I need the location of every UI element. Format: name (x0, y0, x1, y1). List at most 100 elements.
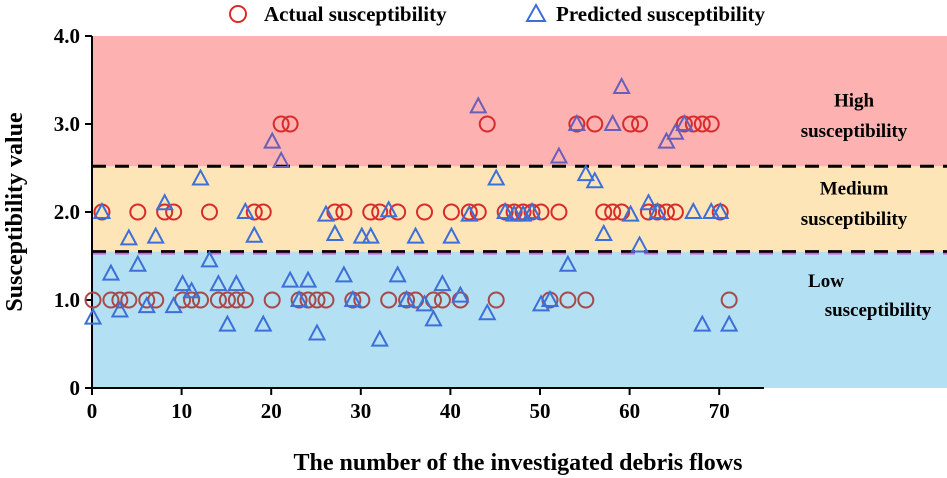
actual-point (559, 291, 577, 309)
predicted-point (495, 201, 515, 219)
actual-point (550, 203, 568, 221)
predicted-point (361, 226, 380, 244)
predicted-point (424, 309, 443, 327)
actual-point (209, 291, 227, 309)
high-zone-label-line1: High (834, 90, 875, 111)
y-tick-label: 4.0 (54, 24, 80, 48)
predicted-point (415, 294, 434, 312)
actual-point (505, 203, 523, 221)
medium-zone-label-line1: Medium (820, 178, 889, 199)
actual-point (631, 115, 649, 133)
predicted-point (478, 303, 497, 321)
data-points (83, 76, 739, 347)
predicted-point (442, 226, 461, 244)
actual-point (514, 203, 532, 221)
actual-point (120, 291, 138, 309)
actual-point (416, 203, 434, 221)
low-susceptibility-zone (92, 251, 947, 388)
predicted-point (460, 204, 479, 222)
actual-point (102, 291, 120, 309)
predicted-point (83, 307, 103, 325)
predicted-point (522, 201, 542, 219)
actual-point (532, 203, 550, 221)
predicted-point (585, 171, 604, 189)
legend-triangle-marker-icon (525, 2, 547, 22)
legend: Actual susceptibility Predicted suscepti… (229, 2, 766, 26)
predicted-point (218, 314, 237, 332)
predicted-point (92, 201, 112, 219)
predicted-point (119, 228, 139, 246)
y-axis-title: Susceptibility value (2, 112, 28, 312)
predicted-point (558, 254, 578, 272)
predicted-point (182, 281, 201, 299)
actual-point (299, 291, 317, 309)
predicted-point (137, 296, 156, 314)
predicted-point (648, 201, 667, 219)
legend-label-predicted: Predicted susceptibility (556, 2, 766, 26)
predicted-point (191, 168, 210, 186)
predicted-point (164, 296, 183, 314)
predicted-point (155, 193, 174, 211)
actual-point (200, 203, 218, 221)
predicted-point (128, 254, 147, 272)
actual-point (380, 291, 398, 309)
y-tick-label: 1.0 (54, 288, 80, 312)
predicted-point (334, 265, 354, 283)
actual-point (586, 115, 604, 133)
actual-point (693, 115, 711, 133)
predicted-point (263, 131, 282, 149)
actual-point (577, 291, 595, 309)
predicted-point (666, 122, 685, 140)
actual-point (129, 203, 147, 221)
predicted-point (675, 113, 694, 131)
low-zone-label-line2: susceptibility (825, 300, 932, 321)
predicted-point (719, 314, 739, 332)
x-axis-ticks: 0 10 20 30 40 50 60 70 (87, 388, 730, 423)
predicted-point (504, 204, 524, 222)
actual-point (263, 291, 281, 309)
predicted-point (567, 113, 587, 131)
actual-point (657, 203, 675, 221)
predicted-point (110, 300, 130, 318)
y-tick-label: 0 (70, 376, 81, 400)
predicted-point (693, 314, 712, 332)
x-tick-label: 10 (171, 399, 192, 423)
actual-point (281, 115, 299, 133)
actual-point (371, 203, 389, 221)
actual-point (720, 291, 738, 309)
predicted-point (612, 76, 631, 95)
legend-circle-marker-icon (229, 5, 247, 23)
actual-point (487, 291, 505, 309)
actual-point (442, 203, 460, 221)
predicted-point (621, 204, 640, 222)
high-susceptibility-zone (92, 36, 947, 167)
actual-point (666, 203, 684, 221)
actual-point (353, 291, 371, 309)
actual-point (218, 291, 236, 309)
predicted-point (684, 201, 703, 219)
low-zone-label-line1: Low (808, 271, 844, 292)
actual-point (254, 203, 272, 221)
predicted-point (352, 226, 371, 244)
actual-point (640, 203, 658, 221)
predicted-point (397, 289, 416, 307)
x-tick-label: 50 (530, 399, 551, 423)
y-axis-ticks: 0 1.0 2.0 3.0 4.0 (54, 24, 92, 400)
x-axis-title: The number of the investigated debris fl… (294, 450, 743, 476)
predicted-point (639, 193, 658, 211)
predicted-point (236, 201, 255, 219)
predicted-point (388, 265, 407, 283)
actual-point (165, 203, 183, 221)
predicted-point (370, 329, 389, 347)
actual-point (460, 203, 478, 221)
predicted-point (298, 270, 318, 288)
predicted-point (343, 289, 363, 307)
x-tick-label: 40 (440, 399, 461, 423)
actual-point (227, 291, 245, 309)
actual-point (183, 291, 201, 309)
predicted-point (316, 204, 336, 222)
predicted-point (469, 96, 488, 114)
medium-zone-label-line2: susceptibility (801, 209, 908, 230)
actual-point (272, 115, 290, 133)
